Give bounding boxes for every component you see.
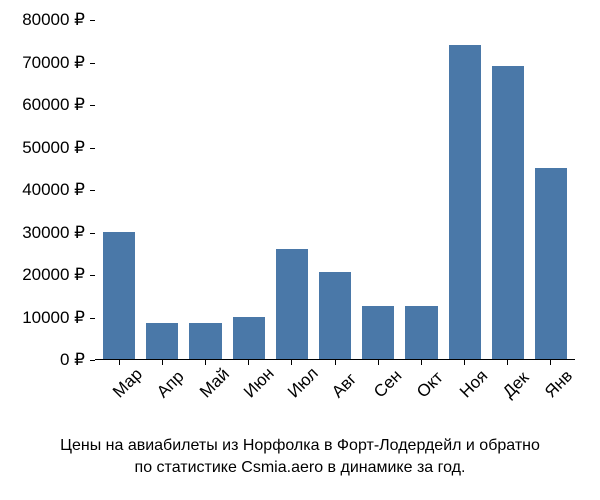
y-tick-mark	[90, 105, 95, 106]
x-axis-label: Апр	[153, 366, 190, 403]
x-axis-label: Ноя	[456, 366, 493, 403]
x-axis-label: Авг	[328, 366, 365, 403]
bar	[233, 317, 265, 360]
bar	[103, 232, 135, 360]
x-tick-mark	[146, 360, 178, 365]
x-axis-tick-marks	[95, 360, 575, 365]
y-tick-mark	[90, 20, 95, 21]
x-tick-mark	[535, 360, 567, 365]
y-tick-label: 60000 ₽	[22, 95, 85, 115]
x-tick-mark	[405, 360, 437, 365]
x-axis-labels: МарАпрМайИюнИюлАвгСенОктНояДекЯнв	[95, 366, 575, 386]
y-tick-label: 50000 ₽	[22, 138, 85, 158]
x-tick-mark	[319, 360, 351, 365]
y-tick-mark	[90, 233, 95, 234]
y-tick-mark	[90, 148, 95, 149]
x-tick-mark	[233, 360, 265, 365]
bar	[362, 306, 394, 359]
x-axis-label: Июн	[240, 365, 277, 402]
bar	[492, 66, 524, 359]
y-tick-label: 40000 ₽	[22, 180, 85, 200]
x-axis-label: Окт	[413, 366, 450, 403]
x-axis-label: Мар	[109, 365, 146, 402]
y-tick-label: 20000 ₽	[22, 265, 85, 285]
price-chart: 0 ₽10000 ₽20000 ₽30000 ₽40000 ₽50000 ₽60…	[95, 20, 575, 360]
x-axis-label: Сен	[370, 366, 407, 403]
bar	[146, 323, 178, 359]
bar	[189, 323, 221, 359]
bar	[319, 272, 351, 359]
x-tick-mark	[492, 360, 524, 365]
x-tick-mark	[449, 360, 481, 365]
y-tick-mark	[90, 275, 95, 276]
y-tick-label: 80000 ₽	[22, 10, 85, 30]
x-tick-mark	[103, 360, 135, 365]
bar	[535, 168, 567, 359]
bar	[276, 249, 308, 360]
caption-line-1: Цены на авиабилеты из Норфолка в Форт-Ло…	[10, 435, 590, 457]
bar	[405, 306, 437, 359]
y-tick-mark	[90, 318, 95, 319]
y-tick-label: 10000 ₽	[22, 308, 85, 328]
x-axis-label: Янв	[541, 366, 578, 403]
y-tick-mark	[90, 190, 95, 191]
x-tick-mark	[362, 360, 394, 365]
bar	[449, 45, 481, 360]
bars-group	[95, 20, 575, 359]
caption-line-2: по статистике Csmia.aero в динамике за г…	[10, 457, 590, 479]
y-tick-label: 70000 ₽	[22, 53, 85, 73]
x-axis-label: Июл	[284, 365, 321, 402]
x-tick-mark	[276, 360, 308, 365]
y-tick-label: 0 ₽	[60, 350, 85, 370]
chart-caption: Цены на авиабилеты из Норфолка в Форт-Ло…	[0, 435, 600, 478]
y-tick-mark	[90, 63, 95, 64]
x-axis-label: Дек	[499, 366, 536, 403]
y-tick-label: 30000 ₽	[22, 223, 85, 243]
plot-area	[95, 20, 575, 360]
x-axis-label: Май	[196, 365, 233, 402]
x-tick-mark	[189, 360, 221, 365]
